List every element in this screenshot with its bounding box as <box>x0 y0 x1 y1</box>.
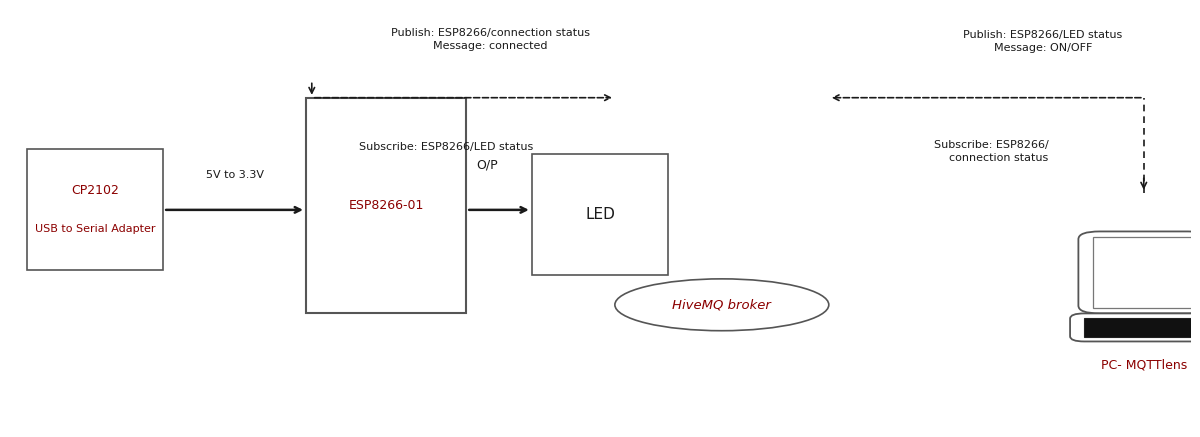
Bar <box>532 154 668 274</box>
Text: USB to Serial Adapter: USB to Serial Adapter <box>35 224 155 234</box>
Text: O/P: O/P <box>476 158 498 171</box>
Text: 5V to 3.3V: 5V to 3.3V <box>205 170 264 180</box>
Text: Publish: ESP8266/connection status
Message: connected: Publish: ESP8266/connection status Messa… <box>390 28 589 51</box>
Ellipse shape <box>614 279 829 331</box>
Text: LED: LED <box>586 207 614 222</box>
Text: Subscribe: ESP8266/LED status: Subscribe: ESP8266/LED status <box>359 142 534 153</box>
Text: CP2102: CP2102 <box>71 184 119 197</box>
Text: HiveMQ broker: HiveMQ broker <box>672 298 772 311</box>
Bar <box>306 98 467 313</box>
FancyBboxPatch shape <box>1070 313 1200 341</box>
Text: PC- MQTTlens: PC- MQTTlens <box>1100 359 1187 372</box>
Text: Subscribe: ESP8266/
connection status: Subscribe: ESP8266/ connection status <box>934 140 1049 163</box>
Bar <box>26 149 163 270</box>
Text: Publish: ESP8266/LED status
Message: ON/OFF: Publish: ESP8266/LED status Message: ON/… <box>964 30 1122 53</box>
FancyBboxPatch shape <box>1079 232 1200 313</box>
Bar <box>1085 318 1200 337</box>
Text: ESP8266-01: ESP8266-01 <box>348 199 424 212</box>
Bar <box>1093 236 1195 308</box>
